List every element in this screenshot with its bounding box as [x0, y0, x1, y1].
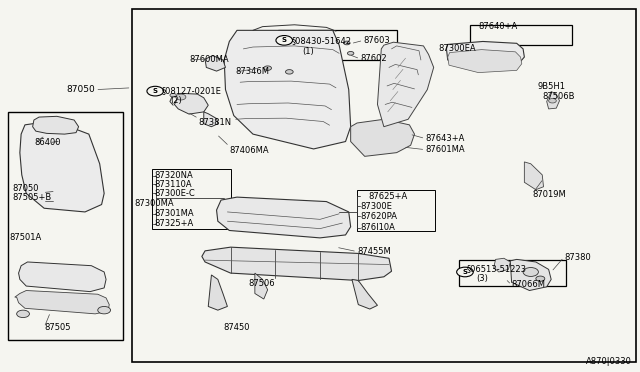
- Text: S: S: [463, 269, 467, 275]
- Text: (1): (1): [302, 47, 314, 56]
- Text: 876I10A: 876I10A: [360, 223, 395, 232]
- Text: 87050: 87050: [67, 85, 95, 94]
- Circle shape: [17, 310, 29, 318]
- Circle shape: [276, 36, 292, 45]
- Circle shape: [344, 41, 350, 45]
- Circle shape: [147, 86, 164, 96]
- Text: (3): (3): [476, 274, 488, 283]
- Text: 87300E: 87300E: [360, 202, 392, 211]
- Text: §08127-0201E: §08127-0201E: [162, 86, 221, 95]
- Polygon shape: [224, 31, 351, 149]
- Polygon shape: [15, 291, 109, 314]
- Text: S: S: [153, 88, 157, 94]
- Text: §08430-51642: §08430-51642: [291, 36, 351, 45]
- Polygon shape: [205, 55, 225, 71]
- Polygon shape: [524, 162, 543, 190]
- Text: 87602: 87602: [360, 54, 387, 63]
- Circle shape: [536, 276, 545, 281]
- Circle shape: [348, 51, 354, 55]
- Text: 87450: 87450: [223, 323, 250, 332]
- Circle shape: [285, 70, 293, 74]
- Bar: [470, 25, 572, 45]
- Polygon shape: [493, 258, 510, 272]
- Text: 87501A: 87501A: [9, 233, 41, 243]
- Polygon shape: [204, 112, 218, 127]
- Bar: [278, 31, 397, 60]
- Text: 87506B: 87506B: [542, 92, 575, 101]
- Text: 87601MA: 87601MA: [426, 145, 465, 154]
- Circle shape: [457, 267, 473, 277]
- Text: 87505+B: 87505+B: [12, 193, 51, 202]
- Polygon shape: [351, 119, 415, 156]
- Text: 87640+A: 87640+A: [478, 22, 518, 31]
- Polygon shape: [19, 262, 106, 292]
- Circle shape: [264, 66, 271, 70]
- Text: 87505: 87505: [44, 323, 70, 332]
- Polygon shape: [174, 93, 208, 114]
- Text: 87050: 87050: [12, 184, 38, 193]
- Text: 87625+A: 87625+A: [368, 192, 407, 201]
- Text: 86400: 86400: [35, 138, 61, 147]
- Circle shape: [523, 267, 538, 276]
- Text: 87325+A: 87325+A: [154, 219, 193, 228]
- Text: 87643+A: 87643+A: [426, 134, 465, 143]
- Circle shape: [98, 307, 111, 314]
- Text: 87406MA: 87406MA: [229, 146, 269, 155]
- Text: A870|0330: A870|0330: [586, 357, 632, 366]
- Text: 87380: 87380: [564, 253, 591, 262]
- Circle shape: [170, 93, 176, 97]
- Text: 87300EA: 87300EA: [438, 44, 476, 53]
- Polygon shape: [510, 259, 551, 291]
- Circle shape: [548, 99, 556, 103]
- Text: 87381N: 87381N: [198, 119, 232, 128]
- Text: 87066M: 87066M: [511, 280, 545, 289]
- Text: 87301MA: 87301MA: [154, 209, 193, 218]
- Text: (2): (2): [170, 96, 182, 105]
- Text: 87603: 87603: [364, 36, 390, 45]
- Bar: [460, 260, 566, 286]
- Polygon shape: [202, 247, 392, 280]
- Bar: [152, 169, 230, 230]
- Text: 87300E-C: 87300E-C: [154, 189, 195, 198]
- Polygon shape: [20, 124, 104, 212]
- Bar: [132, 9, 636, 362]
- Polygon shape: [448, 49, 522, 73]
- Text: 87455M: 87455M: [357, 247, 391, 256]
- Polygon shape: [547, 92, 559, 109]
- Text: S: S: [282, 37, 287, 44]
- Text: 87600MA: 87600MA: [189, 55, 228, 64]
- Polygon shape: [216, 197, 351, 238]
- Polygon shape: [255, 273, 268, 299]
- Polygon shape: [208, 275, 227, 310]
- Text: 87320NA: 87320NA: [154, 171, 193, 180]
- Polygon shape: [378, 42, 434, 127]
- Text: 87506: 87506: [248, 279, 275, 288]
- Text: 873110A: 873110A: [154, 180, 191, 189]
- Text: 87620PA: 87620PA: [360, 212, 397, 221]
- Polygon shape: [33, 116, 79, 134]
- Text: 87300MA: 87300MA: [135, 199, 175, 208]
- Bar: [357, 190, 435, 231]
- Text: 87019M: 87019M: [532, 190, 566, 199]
- Text: 87346M: 87346M: [236, 67, 269, 76]
- Bar: [8, 112, 124, 340]
- Polygon shape: [352, 279, 378, 309]
- Circle shape: [175, 94, 186, 100]
- Text: §06513-51223: §06513-51223: [467, 264, 527, 273]
- Polygon shape: [447, 41, 524, 67]
- Text: 9B5H1: 9B5H1: [537, 82, 565, 91]
